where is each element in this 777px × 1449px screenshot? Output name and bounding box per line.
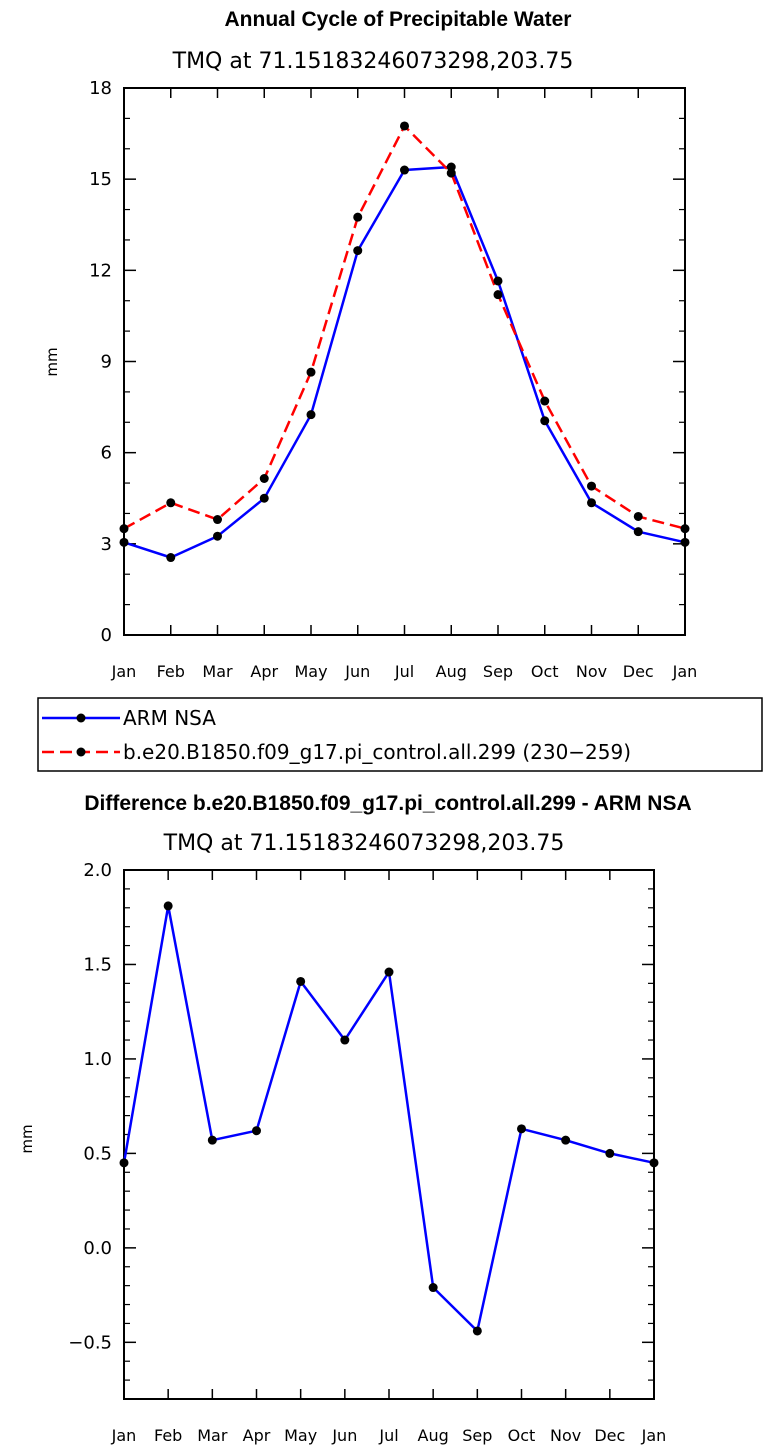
chart1-series-2-point [587, 481, 596, 491]
chart1-series-2-point [166, 498, 176, 508]
chart1-xtick-label: Apr [250, 662, 278, 681]
chart1-series-2-point [213, 515, 222, 525]
chart1-xtick-label: Jul [394, 662, 414, 681]
chart2-ytick-label: 2.0 [83, 860, 112, 881]
chart1-xtick-label: Jan [111, 662, 137, 681]
chart2-xtick-label: Apr [243, 1426, 271, 1445]
chart1-series-1-point [213, 531, 222, 541]
chart2-xtick-label: Sep [462, 1426, 492, 1445]
chart1-xtick-label: Nov [576, 662, 607, 681]
chart2-series-1-point [296, 976, 306, 986]
chart2-xtick-label: Aug [418, 1426, 449, 1445]
chart2-series-1-point [605, 1148, 615, 1158]
legend: ARM NSA b.e20.B1850.f09_g17.pi_control.a… [37, 697, 763, 772]
chart1-series-2-point [540, 396, 550, 406]
chart1-series-1-point [166, 553, 176, 563]
chart1-series-2-point [680, 524, 690, 534]
chart1-series-2-point [353, 212, 363, 222]
chart2-xtick-label: May [284, 1426, 317, 1445]
chart1-series-1-point [680, 537, 690, 547]
chart1-ytick-label: 6 [101, 443, 112, 464]
chart1-ytick-label: 18 [89, 78, 112, 99]
chart2-xtick-label: Nov [550, 1426, 581, 1445]
chart2-layer: Jan Feb Mar Apr May Jun Jul Aug Sep Oct Nov Dec Jan −… [68, 860, 666, 1445]
chart2-series-1-point [384, 967, 394, 977]
chart1-xtick-label: Oct [531, 662, 559, 681]
legend-box [37, 697, 763, 772]
chart1-series-1-point [493, 276, 503, 286]
chart1-series-2-point [119, 524, 129, 534]
chart2-series-1-point [428, 1283, 438, 1293]
chart2-ytick-label: 1.5 [83, 954, 112, 975]
chart1-series-1-point [119, 537, 129, 547]
chart2-xtick-label: Dec [594, 1426, 625, 1445]
chart2-series-1-point [472, 1326, 482, 1336]
chart1-xtick-label: May [294, 662, 327, 681]
chart1-xtick-label: Jan [672, 662, 698, 681]
chart1-xtick-label: Sep [483, 662, 513, 681]
chart1-series-2-point [446, 168, 456, 178]
chart2-series-1-point [252, 1126, 261, 1136]
chart2-xtick-label: Feb [154, 1426, 182, 1445]
chart2-xtick-label: Jan [641, 1426, 667, 1445]
chart2-series-1-point [207, 1135, 217, 1145]
chart2-ytick-label: 0.5 [83, 1143, 112, 1164]
chart1-ytick-label: 12 [89, 260, 112, 281]
chart1-xtick-label: Jun [344, 662, 370, 681]
chart1-series-2-point [493, 290, 503, 300]
chart1-series-line-2 [123, 124, 686, 530]
legend-label-arm: ARM NSA [123, 706, 216, 730]
chart2-series-1-point [517, 1124, 526, 1134]
legend-marker-arm [76, 713, 86, 723]
chart2-xtick-label: Oct [508, 1426, 536, 1445]
chart1-series-2-point [400, 121, 409, 131]
chart1-series-1-point [400, 165, 409, 175]
chart2-plot-frame [123, 869, 655, 1400]
chart2-series-1-point [163, 901, 173, 911]
chart1-xtick-label: Aug [436, 662, 467, 681]
chart2-title: Difference b.e20.B1850.f09_g17.pi_contro… [84, 792, 691, 815]
chart2-xtick-label: Jan [111, 1426, 137, 1445]
chart1-ytick-label: 9 [101, 352, 112, 373]
chart2-xtick-label: Mar [197, 1426, 228, 1445]
chart1-series-1-point [540, 416, 550, 426]
chart1-series-2-point [633, 511, 643, 521]
chart1-series-1-point [353, 246, 363, 256]
chart2-ytick-label: 0.0 [83, 1238, 112, 1259]
chart2-series-1-point [340, 1035, 350, 1045]
chart1-xtick-label: Dec [623, 662, 654, 681]
chart2-series-1-point [561, 1135, 571, 1145]
chart1-ytick-label: 0 [101, 625, 112, 646]
chart1-xtick-label: Feb [157, 662, 185, 681]
chart2-subtitle: TMQ at 71.15183246073298,203.75 [163, 831, 565, 856]
chart1-title: Annual Cycle of Precipitable Water [225, 8, 572, 31]
chart1-ytick-label: 3 [101, 534, 112, 555]
chart2-series-1-point [119, 1158, 129, 1168]
chart1-series-1-point [633, 527, 643, 537]
chart1-series-1-point [259, 493, 269, 503]
legend-marker-model [76, 747, 86, 757]
chart1-series-1-point [306, 410, 316, 420]
chart1-subtitle: TMQ at 71.15183246073298,203.75 [172, 49, 574, 74]
chart1-series-line-1 [123, 165, 686, 559]
chart2-ytick-label: −0.5 [68, 1332, 112, 1353]
chart1-series-2-point [306, 367, 316, 377]
chart1-xtick-label: Mar [202, 662, 233, 681]
chart2-series-1-point [649, 1158, 659, 1168]
chart2-xtick-label: Jul [378, 1426, 398, 1445]
chart2-ylabel: mm [18, 1124, 36, 1153]
chart2-ytick-label: 1.0 [83, 1049, 112, 1070]
chart1-layer: Jan Feb Mar Apr May Jun Jul Aug Sep Oct Nov Dec Jan 0… [89, 78, 697, 681]
chart2-xtick-label: Jun [331, 1426, 357, 1445]
chart1-series-1-point [587, 498, 596, 508]
legend-label-model: b.e20.B1850.f09_g17.pi_control.all.299 (… [123, 740, 631, 764]
chart1-series-2-point [259, 473, 269, 483]
chart1-ytick-label: 15 [89, 169, 112, 190]
chart1-ylabel: mm [43, 347, 61, 376]
